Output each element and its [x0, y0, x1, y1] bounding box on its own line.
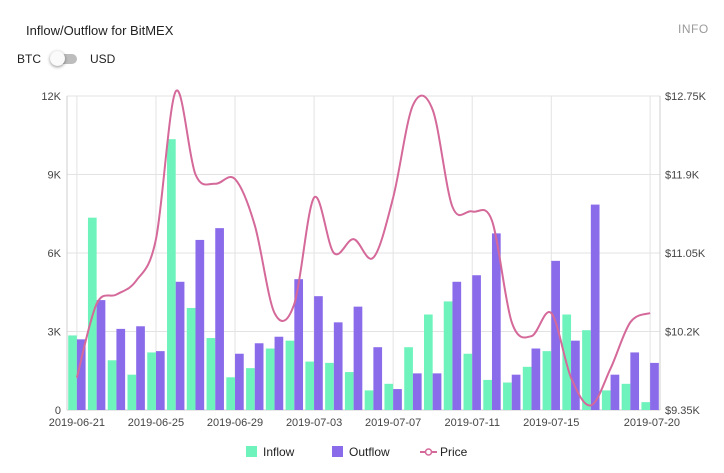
inflow-bar[interactable]: [542, 351, 552, 411]
outflow-bar[interactable]: [452, 281, 462, 410]
outflow-bar[interactable]: [314, 296, 323, 410]
chart-axes: 0 $9.35K 3K $10.2K 6K $11.05K 9K $11.9K 12K $12.7…: [41, 91, 706, 429]
outflow-bar[interactable]: [155, 351, 165, 411]
inflow-bar[interactable]: [344, 372, 354, 410]
outflow-bar[interactable]: [472, 275, 481, 410]
inflow-bar[interactable]: [186, 307, 196, 410]
inflow-bar[interactable]: [582, 330, 591, 410]
y-left-tick-label: 9K: [48, 170, 62, 182]
currency-toggle-switch[interactable]: [50, 51, 77, 66]
outflow-bar[interactable]: [630, 352, 640, 410]
toggle-knob[interactable]: [50, 51, 65, 66]
x-tick-label: 2019-07-07: [365, 417, 421, 429]
inflow-bar[interactable]: [206, 338, 216, 410]
inflow-bar[interactable]: [522, 366, 532, 410]
info-button[interactable]: INFO: [678, 22, 709, 36]
toggle-label-btc: BTC: [17, 52, 41, 66]
inflow-bar[interactable]: [443, 301, 453, 410]
outflow-bar[interactable]: [333, 322, 343, 410]
currency-toggle-row: BTC USD: [17, 51, 116, 66]
y-right-tick-label: $12.75K: [665, 91, 707, 103]
outflow-bar[interactable]: [491, 233, 501, 411]
x-tick-label: 2019-07-03: [286, 417, 342, 429]
legend-swatch-inflow: [246, 446, 257, 457]
outflow-bar[interactable]: [195, 239, 205, 410]
outflow-bar[interactable]: [96, 300, 106, 410]
toggle-label-usd: USD: [90, 52, 116, 66]
inflow-bar[interactable]: [246, 368, 255, 410]
outflow-bar[interactable]: [412, 373, 422, 410]
inflow-bar[interactable]: [503, 382, 512, 410]
inflow-bar[interactable]: [463, 353, 473, 410]
y-right-tick-label: $9.35K: [665, 405, 701, 417]
legend-label-inflow[interactable]: Inflow: [263, 445, 295, 459]
outflow-bar[interactable]: [432, 373, 442, 410]
outflow-bar[interactable]: [571, 340, 580, 410]
inflow-bar[interactable]: [621, 383, 631, 410]
outflow-bar[interactable]: [610, 374, 620, 410]
outflow-bar[interactable]: [116, 328, 126, 410]
outflow-bar[interactable]: [274, 336, 284, 410]
legend-swatch-outflow: [332, 446, 343, 457]
y-right-tick-label: $11.05K: [665, 248, 706, 260]
inflow-bar[interactable]: [107, 360, 117, 410]
y-left-tick-label: 6K: [48, 248, 62, 260]
inflow-bar[interactable]: [265, 348, 275, 410]
outflow-bar[interactable]: [393, 389, 402, 410]
y-left-tick-label: 12K: [41, 91, 61, 103]
inflow-bar[interactable]: [364, 390, 374, 411]
outflow-bar[interactable]: [76, 339, 86, 410]
x-tick-label: 2019-07-20: [624, 417, 680, 429]
outflow-bar[interactable]: [511, 374, 521, 410]
outflow-bar[interactable]: [590, 204, 600, 410]
outflow-bar[interactable]: [353, 306, 363, 410]
legend-label-price[interactable]: Price: [440, 445, 468, 459]
inflow-bar[interactable]: [147, 352, 156, 410]
inflow-bar[interactable]: [305, 361, 315, 410]
price-line-group: [75, 89, 651, 407]
outflow-bar[interactable]: [215, 228, 224, 410]
inflow-bar[interactable]: [483, 379, 492, 410]
x-tick-label: 2019-07-15: [523, 417, 579, 429]
outflow-bar[interactable]: [254, 343, 264, 410]
outflow-bar[interactable]: [531, 348, 541, 410]
inflow-bar[interactable]: [601, 390, 611, 411]
chart-legend: Inflow Outflow Price: [246, 445, 468, 459]
outflow-bar[interactable]: [235, 353, 244, 410]
outflow-bar[interactable]: [136, 326, 145, 410]
x-tick-label: 2019-06-29: [207, 417, 263, 429]
x-tick-label: 2019-06-21: [49, 417, 105, 429]
inflow-bar[interactable]: [325, 362, 334, 410]
outflow-bar[interactable]: [175, 281, 185, 410]
chart-title: Inflow/Outflow for BitMEX: [26, 23, 174, 38]
inflow-bar[interactable]: [384, 383, 394, 410]
y-right-tick-label: $10.2K: [665, 327, 701, 339]
chart-bars: [68, 139, 659, 411]
x-tick-label: 2019-07-11: [444, 417, 499, 429]
inflow-bar[interactable]: [226, 377, 236, 410]
legend-label-outflow[interactable]: Outflow: [349, 445, 390, 459]
inflow-bar[interactable]: [285, 340, 295, 410]
y-left-tick-label: 0: [55, 405, 61, 417]
y-right-tick-label: $11.9K: [665, 170, 700, 182]
outflow-bar[interactable]: [373, 347, 383, 410]
inflow-bar[interactable]: [641, 402, 651, 410]
inflow-bar[interactable]: [423, 314, 433, 410]
x-tick-label: 2019-06-25: [128, 417, 184, 429]
inflow-bar[interactable]: [404, 347, 413, 410]
y-left-tick-label: 3K: [48, 327, 62, 339]
price-line[interactable]: [75, 89, 651, 407]
outflow-bar[interactable]: [294, 279, 304, 410]
inflow-bar[interactable]: [68, 335, 77, 410]
inflow-bar[interactable]: [167, 139, 176, 410]
outflow-bar[interactable]: [551, 260, 560, 410]
outflow-bar[interactable]: [650, 362, 659, 410]
legend-swatch-marker-price: [424, 448, 433, 456]
inflow-bar[interactable]: [127, 374, 137, 410]
